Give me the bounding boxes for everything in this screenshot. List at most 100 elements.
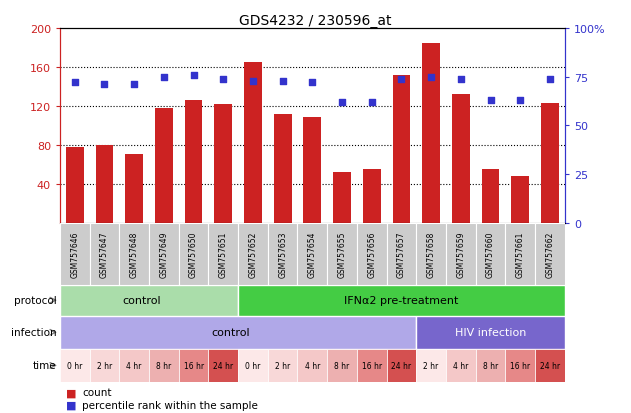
Text: 24 hr: 24 hr: [540, 361, 560, 370]
Point: [100, 82, 110, 88]
Point: [307, 80, 317, 87]
Text: GSM757648: GSM757648: [130, 231, 139, 277]
Text: time: time: [33, 361, 57, 370]
Bar: [155, 109, 173, 223]
Bar: [95, 145, 114, 223]
Text: GSM757652: GSM757652: [249, 231, 257, 277]
Text: protocol: protocol: [14, 295, 57, 306]
Bar: [119, 223, 149, 285]
Bar: [179, 349, 208, 382]
Point: [278, 78, 288, 85]
Text: 24 hr: 24 hr: [391, 361, 411, 370]
Bar: [268, 223, 297, 285]
Bar: [149, 349, 179, 382]
Bar: [208, 223, 238, 285]
Text: count: count: [82, 387, 112, 397]
Bar: [511, 176, 529, 223]
Bar: [327, 223, 357, 285]
Point: [456, 76, 466, 83]
Bar: [327, 349, 357, 382]
Bar: [476, 223, 505, 285]
Text: GSM757657: GSM757657: [397, 231, 406, 277]
Bar: [60, 349, 90, 382]
Text: HIV infection: HIV infection: [455, 328, 526, 337]
Point: [129, 82, 139, 88]
Bar: [416, 349, 446, 382]
Bar: [268, 349, 297, 382]
Bar: [481, 170, 499, 223]
Point: [218, 76, 228, 83]
Bar: [541, 104, 559, 223]
Text: 16 hr: 16 hr: [362, 361, 382, 370]
Bar: [274, 114, 292, 223]
Bar: [535, 223, 565, 285]
Text: 0 hr: 0 hr: [67, 361, 83, 370]
Bar: [66, 147, 84, 223]
Bar: [476, 349, 505, 382]
Point: [189, 72, 199, 79]
Text: 16 hr: 16 hr: [184, 361, 204, 370]
Bar: [422, 43, 440, 223]
Point: [396, 76, 406, 83]
Bar: [387, 349, 416, 382]
Text: control: control: [122, 295, 161, 306]
Text: 8 hr: 8 hr: [334, 361, 350, 370]
Bar: [149, 223, 179, 285]
Text: ■: ■: [66, 387, 77, 397]
Text: GSM757655: GSM757655: [338, 231, 346, 277]
Bar: [505, 223, 535, 285]
Bar: [357, 349, 387, 382]
Text: 2 hr: 2 hr: [97, 361, 112, 370]
Bar: [416, 316, 565, 349]
Bar: [452, 95, 469, 223]
Text: 0 hr: 0 hr: [245, 361, 261, 370]
Bar: [238, 223, 268, 285]
Text: GSM757659: GSM757659: [456, 231, 465, 277]
Text: GSM757651: GSM757651: [219, 231, 228, 277]
Bar: [416, 223, 446, 285]
Bar: [119, 349, 149, 382]
Bar: [60, 223, 90, 285]
Text: GSM757646: GSM757646: [70, 231, 80, 277]
Text: 4 hr: 4 hr: [453, 361, 468, 370]
Text: infection: infection: [11, 328, 57, 337]
Point: [159, 74, 169, 81]
Text: 16 hr: 16 hr: [510, 361, 530, 370]
Bar: [363, 170, 380, 223]
Bar: [333, 173, 351, 223]
Text: control: control: [211, 328, 250, 337]
Text: GSM757662: GSM757662: [545, 231, 555, 277]
Bar: [297, 223, 327, 285]
Text: GSM757661: GSM757661: [516, 231, 525, 277]
Point: [70, 80, 80, 87]
Text: GSM757647: GSM757647: [100, 231, 109, 277]
Text: 2 hr: 2 hr: [423, 361, 439, 370]
Bar: [304, 118, 321, 223]
Text: GSM757654: GSM757654: [308, 231, 317, 277]
Bar: [357, 223, 387, 285]
Bar: [208, 349, 238, 382]
Bar: [126, 155, 143, 223]
Text: ■: ■: [66, 400, 77, 410]
Bar: [90, 349, 119, 382]
Bar: [215, 104, 232, 223]
Bar: [297, 349, 327, 382]
Bar: [535, 349, 565, 382]
Text: GSM757658: GSM757658: [427, 231, 435, 277]
Text: 24 hr: 24 hr: [213, 361, 233, 370]
Bar: [90, 223, 119, 285]
Point: [545, 76, 555, 83]
Point: [337, 100, 347, 106]
Bar: [446, 223, 476, 285]
Text: GSM757649: GSM757649: [160, 231, 168, 277]
Bar: [179, 223, 208, 285]
Text: 8 hr: 8 hr: [156, 361, 172, 370]
Text: 2 hr: 2 hr: [275, 361, 290, 370]
Text: GSM757660: GSM757660: [486, 231, 495, 277]
Bar: [505, 349, 535, 382]
Text: 8 hr: 8 hr: [483, 361, 498, 370]
Bar: [238, 349, 268, 382]
Text: GSM757656: GSM757656: [367, 231, 376, 277]
Point: [426, 74, 436, 81]
Point: [515, 97, 525, 104]
